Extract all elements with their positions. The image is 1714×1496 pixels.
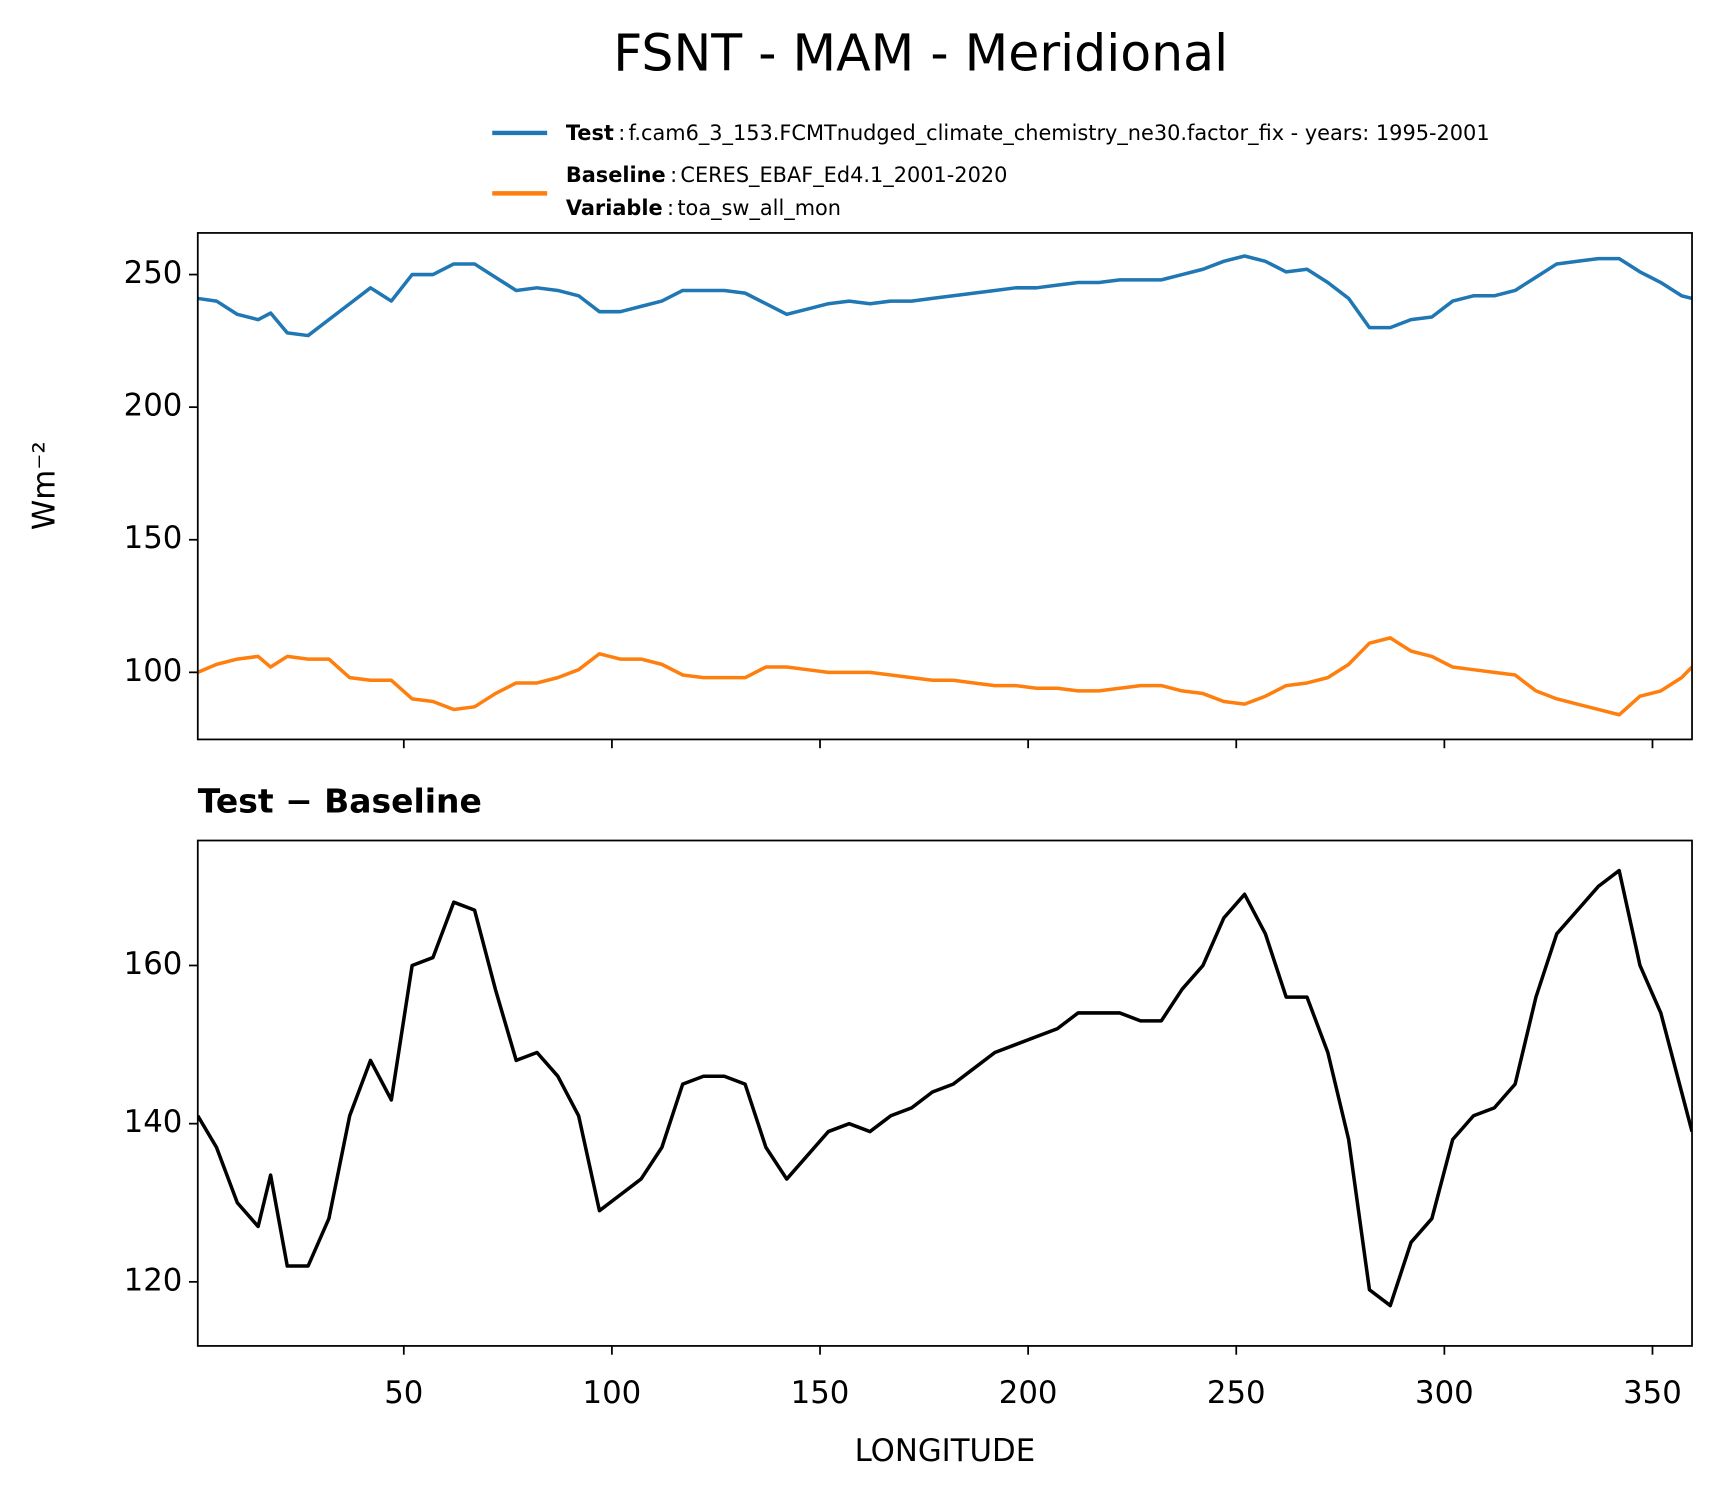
plot-frame xyxy=(196,232,1693,741)
series-line xyxy=(197,254,1693,338)
legend-entry: Variable: toa_sw_all_mon xyxy=(566,196,841,221)
panel-title: Test − Baseline xyxy=(198,782,482,821)
legend-entry: Test: f.cam6_3_153.FCMTnudged_climate_che… xyxy=(566,121,1490,146)
y-tick-label: 150 xyxy=(124,520,183,556)
y-tick-label: 140 xyxy=(124,1104,183,1140)
figure-title: FSNT - MAM - Meridional xyxy=(613,24,1228,83)
series-line xyxy=(197,636,1693,717)
legend-name: Variable xyxy=(566,196,663,220)
y-tick-label: 250 xyxy=(124,255,183,291)
y-tick-label: 120 xyxy=(124,1262,183,1298)
legend: Test: f.cam6_3_153.FCMTnudged_climate_che… xyxy=(492,121,1490,221)
x-tick-label: 200 xyxy=(999,1375,1058,1411)
legend-entry: Baseline: CERES_EBAF_Ed4.1_2001-2020 xyxy=(566,163,1008,188)
plot-frame xyxy=(196,839,1693,1347)
series-line xyxy=(197,868,1693,1308)
x-tick-label: 250 xyxy=(1207,1375,1266,1411)
legend-name: Baseline xyxy=(566,163,666,187)
x-tick-label: 300 xyxy=(1415,1375,1474,1411)
x-axis-label: LONGITUDE xyxy=(855,1433,1036,1469)
y-tick-label: 100 xyxy=(124,653,183,689)
legend-sep: : xyxy=(667,196,674,220)
legend-detail: f.cam6_3_153.FCMTnudged_climate_chemistr… xyxy=(629,121,1490,146)
legend-name: Test xyxy=(566,121,614,145)
legend-detail: CERES_EBAF_Ed4.1_2001-2020 xyxy=(680,163,1007,188)
legend-detail: toa_sw_all_mon xyxy=(677,196,841,221)
y-axis-label: Wm⁻² xyxy=(27,441,63,530)
x-tick-label: 350 xyxy=(1623,1375,1682,1411)
legend-sep: : xyxy=(618,121,625,145)
legend-sep: : xyxy=(670,163,677,187)
x-tick-label: 100 xyxy=(583,1375,642,1411)
y-tick-label: 200 xyxy=(124,388,183,424)
y-tick-label: 160 xyxy=(124,946,183,982)
x-tick-label: 50 xyxy=(384,1375,423,1411)
x-tick-label: 150 xyxy=(791,1375,850,1411)
